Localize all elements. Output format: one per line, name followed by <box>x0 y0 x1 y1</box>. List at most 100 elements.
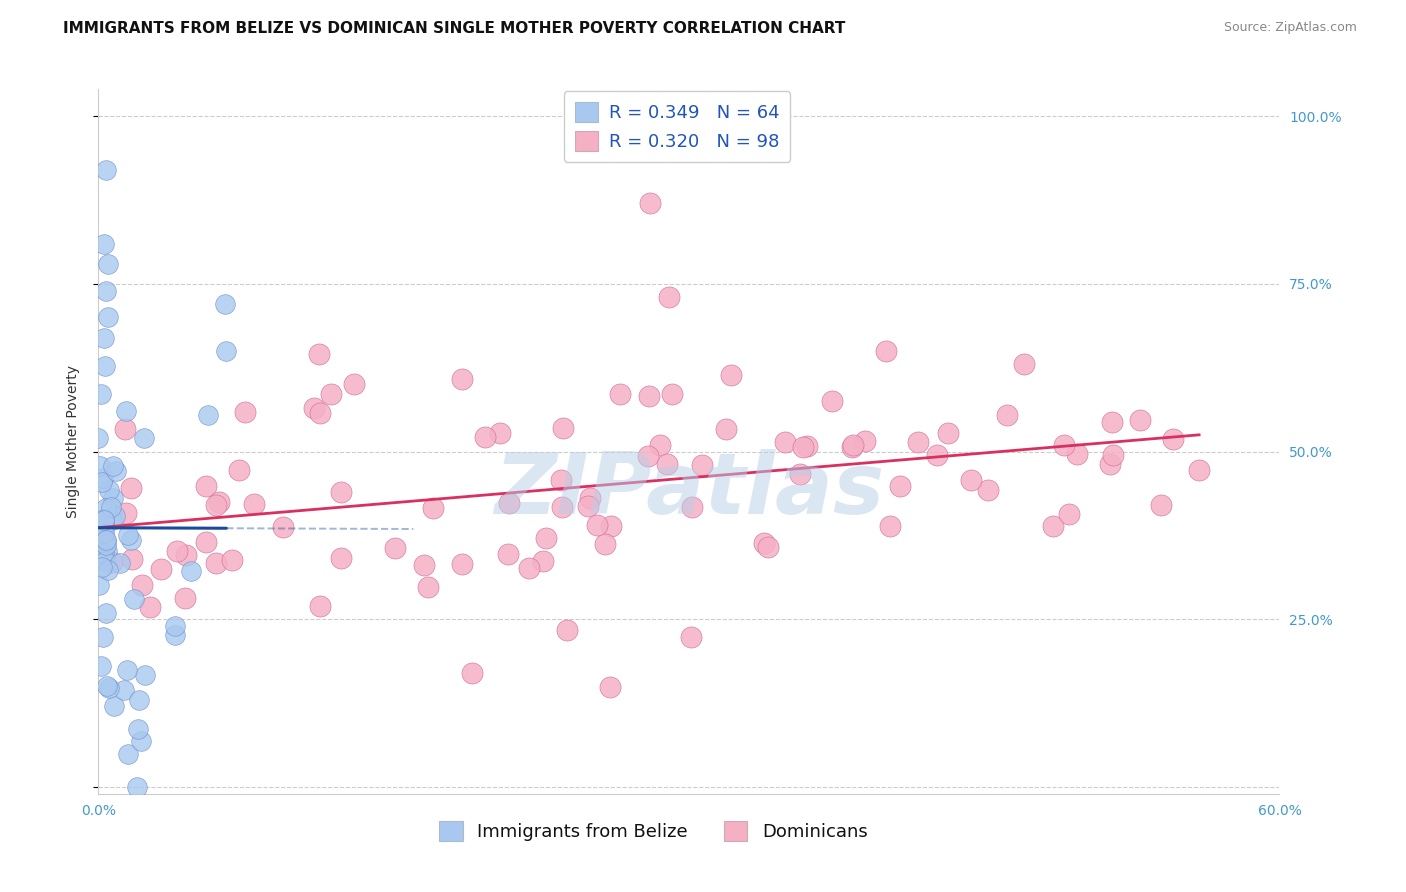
Point <box>214 297 236 311</box>
Point <box>609 386 631 401</box>
Point <box>93 548 115 562</box>
Point <box>93 525 115 540</box>
Point <box>638 196 661 211</box>
Point <box>853 434 876 449</box>
Point <box>1012 357 1035 371</box>
Point <box>94 534 117 549</box>
Y-axis label: Single Mother Poverty: Single Mother Poverty <box>66 365 80 518</box>
Point <box>319 387 342 401</box>
Point <box>498 496 520 510</box>
Point <box>422 501 444 516</box>
Point <box>308 406 330 420</box>
Point <box>1129 413 1152 427</box>
Point <box>329 551 352 566</box>
Point <box>221 553 243 567</box>
Point <box>90 528 112 542</box>
Point <box>93 513 115 527</box>
Point <box>907 435 929 450</box>
Point <box>121 551 143 566</box>
Point <box>1042 519 1064 533</box>
Point <box>1161 432 1184 446</box>
Legend: Immigrants from Belize, Dominicans: Immigrants from Belize, Dominicans <box>432 814 875 848</box>
Point <box>100 555 122 569</box>
Text: Source: ZipAtlas.com: Source: ZipAtlas.com <box>1223 21 1357 34</box>
Point <box>842 438 865 452</box>
Point <box>413 558 436 572</box>
Point <box>100 500 122 514</box>
Point <box>384 541 406 556</box>
Point <box>87 431 110 445</box>
Point <box>194 479 217 493</box>
Point <box>1150 498 1173 512</box>
Point <box>773 434 796 449</box>
Point <box>690 458 713 473</box>
Point <box>96 679 118 693</box>
Point <box>139 599 162 614</box>
Point <box>821 394 844 409</box>
Point <box>114 506 136 520</box>
Point <box>103 458 125 473</box>
Point <box>308 347 330 361</box>
Point <box>451 557 474 571</box>
Point <box>93 359 115 374</box>
Point <box>197 409 219 423</box>
Point <box>205 556 228 570</box>
Point <box>89 534 111 549</box>
Point <box>650 438 672 452</box>
Point <box>120 533 142 547</box>
Point <box>889 479 911 493</box>
Point <box>714 422 737 436</box>
Point <box>134 667 156 681</box>
Point <box>416 580 439 594</box>
Point <box>96 544 118 558</box>
Point <box>681 630 703 644</box>
Point <box>792 440 814 454</box>
Point <box>1053 438 1076 452</box>
Point <box>93 549 115 563</box>
Point <box>97 483 120 497</box>
Point <box>93 330 115 344</box>
Point <box>93 552 115 566</box>
Point <box>103 699 125 714</box>
Text: IMMIGRANTS FROM BELIZE VS DOMINICAN SINGLE MOTHER POVERTY CORRELATION CHART: IMMIGRANTS FROM BELIZE VS DOMINICAN SING… <box>63 21 845 36</box>
Point <box>551 500 574 514</box>
Point <box>163 628 186 642</box>
Point <box>96 284 118 298</box>
Point <box>173 591 195 605</box>
Point <box>104 464 127 478</box>
Point <box>960 474 983 488</box>
Point <box>681 500 703 515</box>
Point <box>758 540 780 554</box>
Point <box>474 430 496 444</box>
Point <box>97 257 120 271</box>
Point <box>97 310 120 325</box>
Point <box>576 500 599 514</box>
Point <box>112 682 135 697</box>
Point <box>120 481 142 495</box>
Point <box>600 518 623 533</box>
Point <box>131 578 153 592</box>
Point <box>243 497 266 511</box>
Point <box>451 372 474 386</box>
Text: ZIPatlas: ZIPatlas <box>494 450 884 533</box>
Point <box>1101 415 1123 429</box>
Point <box>94 533 117 547</box>
Point <box>94 500 117 515</box>
Point <box>995 409 1018 423</box>
Point <box>114 422 136 436</box>
Point <box>720 368 742 383</box>
Point <box>599 680 621 694</box>
Point <box>555 624 578 638</box>
Point <box>131 734 153 748</box>
Point <box>91 560 114 574</box>
Point <box>593 537 616 551</box>
Point <box>271 520 294 534</box>
Point <box>752 536 775 550</box>
Point <box>638 389 661 403</box>
Point <box>551 421 574 435</box>
Point <box>90 475 112 489</box>
Point <box>128 722 150 736</box>
Point <box>97 563 120 577</box>
Point <box>637 449 659 463</box>
Point <box>343 377 366 392</box>
